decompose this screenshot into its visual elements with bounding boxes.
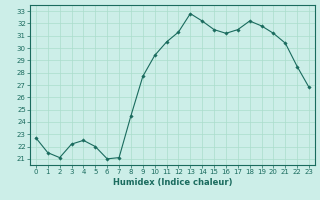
X-axis label: Humidex (Indice chaleur): Humidex (Indice chaleur) xyxy=(113,178,232,187)
